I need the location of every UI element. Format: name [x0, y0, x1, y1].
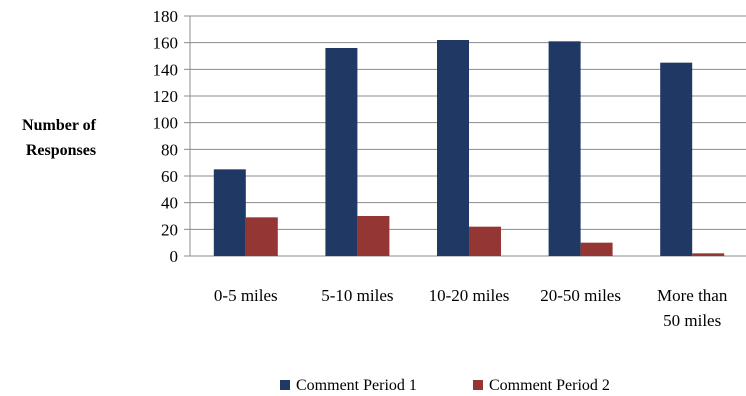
y-tick-label: 140 — [153, 60, 179, 79]
bar-comment-period-2 — [357, 216, 390, 256]
x-tick-label: 0-5 miles — [214, 286, 278, 305]
bar-comment-period-2 — [580, 242, 613, 256]
y-axis-title-line: Responses — [26, 142, 96, 159]
bar-comment-period-1 — [437, 40, 469, 256]
y-tick-labels: 0 20 40 60 80 100 120 140 160 180 — [153, 7, 179, 266]
x-tick-label: 5-10 miles — [321, 286, 393, 305]
bar-comment-period-1 — [660, 62, 693, 256]
bar-comment-period-2 — [245, 217, 278, 256]
x-tick-label: More than 50 miles — [657, 286, 728, 330]
x-tick-labels: 0-5 miles 5-10 miles 10-20 miles 20-50 mile… — [214, 286, 728, 330]
y-tick-label: 180 — [153, 7, 179, 26]
legend-swatch-comment-period-1 — [280, 380, 290, 390]
y-tick-label: 160 — [153, 34, 179, 53]
y-tick-label: 60 — [161, 167, 178, 186]
bar-comment-period-1 — [548, 41, 581, 257]
y-tick-label: 20 — [161, 220, 178, 239]
bars — [213, 40, 725, 257]
bar-comment-period-1 — [325, 48, 358, 256]
y-axis-title: Number of Responses — [22, 117, 100, 159]
y-axis-title-line: Number of — [22, 117, 97, 134]
y-tick-label: 0 — [170, 247, 179, 266]
bar-comment-period-2 — [469, 226, 501, 256]
bar-comment-period-1 — [213, 169, 246, 256]
legend-label-comment-period-2: Comment Period 2 — [489, 377, 610, 394]
y-tick-label: 100 — [153, 114, 179, 133]
x-tick-label: 10-20 miles — [429, 286, 510, 305]
y-tick-label: 80 — [161, 140, 178, 159]
legend: Comment Period 1 Comment Period 2 — [280, 377, 610, 394]
bar-comment-period-2 — [692, 253, 725, 256]
x-tick-label: 20-50 miles — [540, 286, 621, 305]
y-tick-label: 40 — [161, 194, 178, 213]
y-tick-label: 120 — [153, 87, 179, 106]
legend-swatch-comment-period-2 — [473, 380, 483, 390]
legend-label-comment-period-1: Comment Period 1 — [296, 377, 417, 394]
